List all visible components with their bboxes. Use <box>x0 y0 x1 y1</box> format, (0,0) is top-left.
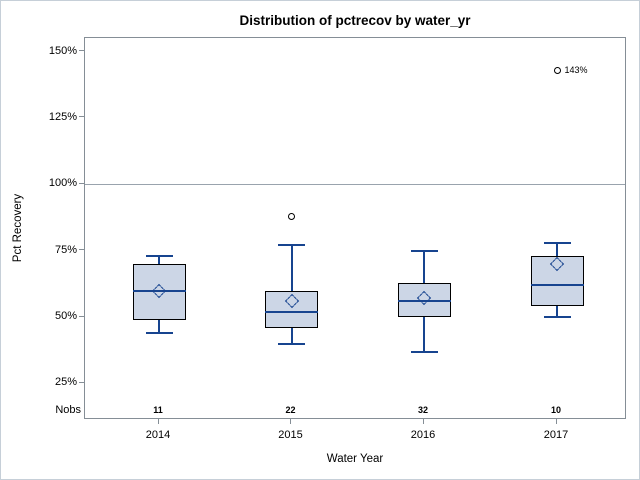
median-line <box>132 289 186 292</box>
outlier-marker <box>553 66 561 74</box>
whisker-cap-bottom <box>145 331 173 334</box>
median-line <box>265 310 318 313</box>
nobs-value: 22 <box>285 405 296 415</box>
whisker-cap-top <box>410 249 438 252</box>
box-body <box>397 282 451 318</box>
x-tick-mark <box>422 419 424 424</box>
whisker-cap-bottom <box>278 342 305 345</box>
y-tick-mark <box>79 116 84 118</box>
box-body <box>530 255 584 307</box>
x-tick-label: 2017 <box>543 429 569 441</box>
y-tick-mark <box>79 249 84 251</box>
box-body <box>132 263 186 320</box>
x-tick-label: 2014 <box>145 429 171 441</box>
y-tick-mark <box>79 182 84 184</box>
x-tick-mark <box>157 419 159 424</box>
plot-area: 143% <box>84 37 626 419</box>
outlier-marker <box>288 212 295 220</box>
y-tick-label: 25% <box>54 376 77 389</box>
whisker-cap-bottom <box>543 316 571 319</box>
box-body <box>265 290 318 328</box>
y-tick-mark <box>79 50 84 52</box>
whisker-cap-top <box>278 244 305 247</box>
whisker-cap-top <box>543 241 571 244</box>
median-line <box>397 300 451 303</box>
nobs-value: 11 <box>153 405 163 415</box>
whisker-cap-top <box>145 254 173 257</box>
chart-title: Distribution of pctrecov by water_yr <box>239 13 471 28</box>
nobs-value: 10 <box>550 405 561 415</box>
y-tick-label: 125% <box>48 110 77 123</box>
x-tick-mark <box>555 419 557 424</box>
whisker-cap-bottom <box>410 350 438 353</box>
y-tick-label: 50% <box>54 310 77 323</box>
median-line <box>530 284 584 287</box>
nobs-value: 32 <box>417 405 428 415</box>
x-axis-title: Water Year <box>326 453 384 465</box>
x-tick-label: 2015 <box>278 429 303 441</box>
y-tick-mark <box>79 315 84 317</box>
y-tick-label: 100% <box>48 177 77 190</box>
outlier-label: 143% <box>564 64 588 75</box>
y-tick-mark <box>79 381 84 383</box>
y-tick-label: 150% <box>48 44 77 57</box>
nobs-label: Nobs <box>55 404 81 416</box>
x-tick-mark <box>290 419 291 424</box>
y-tick-label: 75% <box>54 243 77 256</box>
x-tick-label: 2016 <box>410 429 436 441</box>
reference-line-100 <box>85 183 625 186</box>
